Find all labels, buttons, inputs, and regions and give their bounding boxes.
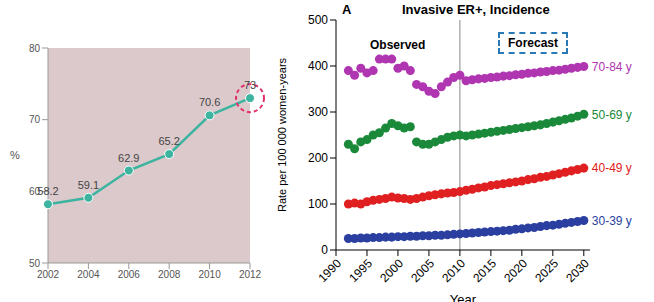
- svg-text:2008: 2008: [158, 269, 181, 280]
- svg-text:50: 50: [29, 258, 41, 269]
- svg-text:60: 60: [28, 185, 40, 197]
- html-text:Observed: Observed: [370, 38, 426, 52]
- svg-text:30-39 y: 30-39 y: [592, 214, 632, 228]
- svg-text:70: 70: [29, 114, 41, 125]
- svg-text:0: 0: [321, 243, 328, 257]
- svg-text:400: 400: [308, 59, 328, 73]
- svg-text:2004: 2004: [77, 269, 100, 280]
- svg-text:2002: 2002: [37, 269, 60, 280]
- svg-text:70.6: 70.6: [199, 96, 220, 108]
- svg-text:59.1: 59.1: [78, 179, 99, 191]
- svg-text:2010: 2010: [198, 269, 221, 280]
- svg-text:2030: 2030: [563, 256, 592, 285]
- svg-text:2025: 2025: [532, 256, 561, 285]
- svg-text:2010: 2010: [439, 256, 468, 285]
- html-text:A: A: [342, 2, 352, 17]
- svg-text:2005: 2005: [408, 256, 437, 285]
- svg-text:2000: 2000: [377, 256, 406, 285]
- svg-text:73: 73: [244, 79, 256, 91]
- svg-text:70-84 y: 70-84 y: [592, 60, 632, 74]
- svg-text:65.2: 65.2: [158, 135, 179, 147]
- svg-text:1995: 1995: [346, 256, 375, 285]
- svg-text:1990: 1990: [315, 256, 344, 285]
- svg-text:40-49 y: 40-49 y: [592, 161, 632, 175]
- svg-text:500: 500: [308, 13, 328, 27]
- svg-text:80: 80: [29, 43, 41, 54]
- html-text:Forecast: Forecast: [508, 36, 558, 50]
- html-text:Invasive ER+, Incidence: Invasive ER+, Incidence: [402, 2, 550, 17]
- svg-text:2006: 2006: [118, 269, 141, 280]
- svg-text:2012: 2012: [239, 269, 262, 280]
- svg-text:Rate per 100 000 women-years: Rate per 100 000 women-years: [276, 57, 288, 212]
- svg-text:%: %: [10, 149, 20, 161]
- svg-text:2015: 2015: [470, 256, 499, 285]
- svg-text:300: 300: [308, 105, 328, 119]
- svg-text:50-69 y: 50-69 y: [592, 108, 632, 122]
- svg-text:100: 100: [308, 197, 328, 211]
- svg-text:58.2: 58.2: [37, 185, 58, 197]
- svg-text:2020: 2020: [501, 256, 530, 285]
- svg-text:62.9: 62.9: [118, 152, 139, 164]
- svg-text:Year: Year: [450, 292, 477, 302]
- svg-text:200: 200: [308, 151, 328, 165]
